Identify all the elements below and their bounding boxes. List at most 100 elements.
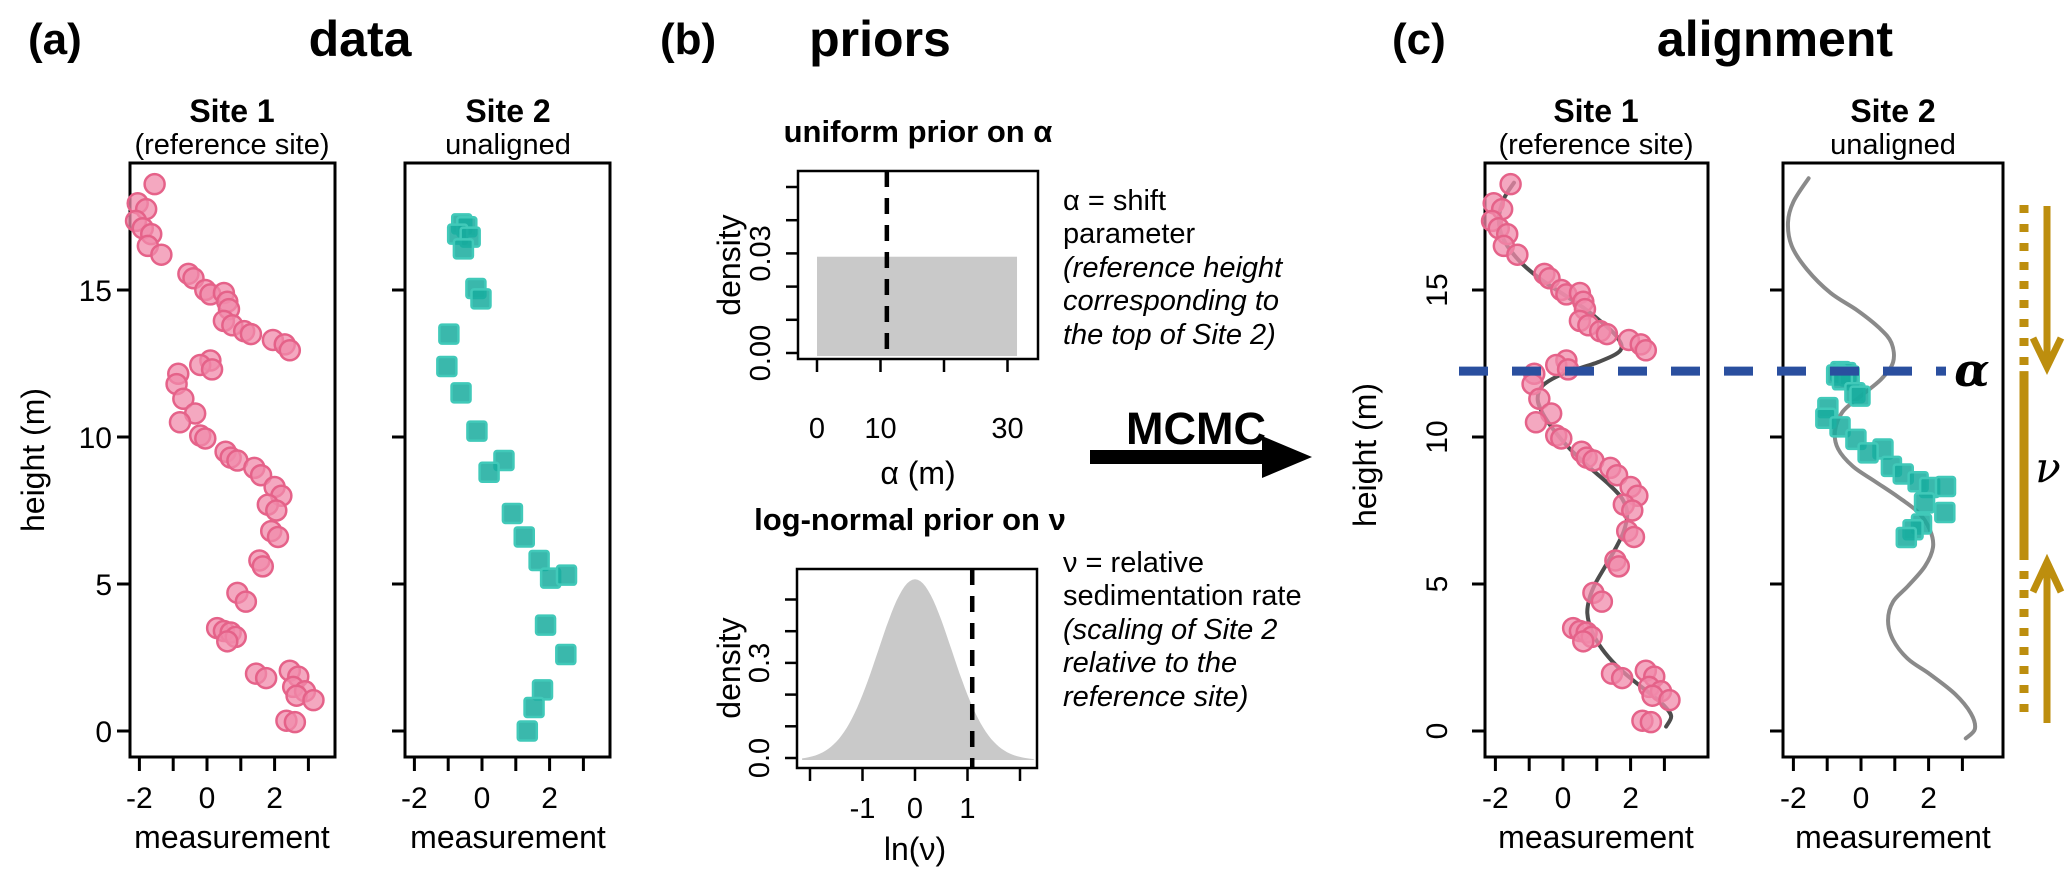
site1-data-point	[168, 411, 192, 434]
nu-note-line: (scaling of Site 2	[1063, 614, 1277, 646]
panel-a-site2-plot-frame	[403, 161, 612, 759]
panel-a-ylabel: height (m)	[15, 388, 51, 532]
prior-alpha-xtick-label: 0	[809, 413, 825, 445]
prior-alpha-title: uniform prior on α	[784, 114, 1053, 149]
site2-aligned-curve	[1785, 176, 1978, 741]
panel-c-site1-plot-xtick-label: -2	[1482, 782, 1509, 815]
nu-note-line: sedimentation rate	[1063, 580, 1302, 612]
site1-data-point	[234, 590, 258, 613]
site1-data-point	[251, 555, 275, 578]
panel-a-site1-xlabel: measurement	[134, 819, 330, 855]
prior-nu-xtick-label: 0	[907, 793, 923, 825]
site1-data-point	[278, 339, 302, 362]
prior-nu-xlabel: ln(ν)	[884, 831, 946, 867]
alpha-note-line: corresponding to	[1063, 285, 1279, 317]
panel-a-site1-plot-xtick-label: -2	[126, 782, 153, 815]
site1-data-point	[1607, 555, 1631, 578]
panel-c-site2-plot-frame	[1781, 161, 2005, 759]
panel-a-site2-xlabel: measurement	[410, 819, 606, 855]
alignment-overlay-layer	[1459, 205, 2065, 723]
site1-data-point	[172, 387, 195, 411]
site1-data-point	[150, 243, 173, 266]
panel-c-site1-subtitle: (reference site)	[1498, 129, 1693, 161]
lognormal-density-area	[802, 579, 1035, 760]
panel-c-site1-plot-ytick-label: 10	[1421, 420, 1454, 453]
site2-data-point	[1857, 442, 1879, 464]
prior-alpha-frame	[796, 169, 1040, 361]
panel-b-tag: (b)	[660, 15, 716, 64]
alpha-note-line: parameter	[1063, 218, 1196, 250]
site1-data-point	[1610, 666, 1634, 690]
panel-a-site1-plot-ytick-label: 10	[79, 422, 112, 455]
uniform-density-area	[817, 256, 1018, 356]
site2-data-point	[466, 420, 488, 442]
panel-c-site2-plot-xtick-label: 2	[1920, 782, 1937, 815]
site2-data-point	[555, 643, 577, 666]
site1-data-point	[1621, 499, 1644, 522]
site2-data-point	[516, 720, 539, 742]
panel-c-site2-plot: -2 0 2	[1770, 161, 2005, 815]
site1-data-point	[1622, 525, 1646, 549]
panel-a-site2-subtitle: unaligned	[445, 129, 571, 161]
site2-data-point	[555, 564, 578, 586]
panel-c-site1-plot-ytick-label: 15	[1421, 273, 1454, 306]
site1-data-point	[1572, 630, 1595, 653]
nu-rate-symbol: ν	[2035, 443, 2061, 492]
panel-a-site1-plot-xtick-label: 2	[266, 782, 283, 815]
site1-data-point	[283, 710, 307, 734]
panel-c-title: alignment	[1657, 11, 1893, 67]
site1-data-point	[216, 630, 239, 653]
site1-data-point	[194, 427, 217, 450]
panel-c-site1-plot-xtick-label: 0	[1555, 782, 1572, 815]
site1-data-point	[1499, 172, 1522, 196]
site2-data-point	[534, 614, 557, 636]
panel-a-site1-plot-ytick-label: 15	[79, 275, 112, 308]
prior-alpha-xlabel: α (m)	[880, 455, 955, 491]
site1-data-point	[265, 499, 288, 522]
site1-data-point	[200, 358, 224, 381]
panel-c-site1-title: Site 1	[1553, 93, 1638, 129]
panel-c-site1-xlabel: measurement	[1498, 819, 1694, 855]
prior-nu-xtick-label: -1	[850, 793, 876, 825]
site2-data-point	[528, 549, 550, 572]
prior-nu-plot: 0.3 0.0 -1 0 1	[744, 567, 1039, 825]
prior-nu-frame	[795, 567, 1039, 770]
site2-data-point	[531, 679, 554, 701]
site1-data-point	[1595, 322, 1619, 346]
site1-data-point	[1590, 590, 1614, 613]
site2-data-point	[501, 502, 524, 525]
nu-note-line: ν = relative	[1063, 547, 1204, 579]
site1-data-point	[239, 322, 263, 346]
nu-note-line: relative to the	[1063, 647, 1237, 679]
panel-a-site1-subtitle: (reference site)	[134, 129, 329, 161]
shift-up-arrow-head-icon	[2029, 553, 2065, 594]
panel-c-site2-title: Site 2	[1850, 93, 1935, 129]
site2-data-point	[513, 526, 535, 548]
panel-a-site2-plot-xtick-label: 2	[541, 782, 558, 815]
site2-data-point	[478, 461, 500, 484]
panel-a-site2-plot-xtick-label: -2	[401, 782, 428, 815]
site1-data-point	[1524, 411, 1548, 434]
panel-c-site1-plot-xtick-label: 2	[1622, 782, 1639, 815]
prior-nu-ytick-label: 0.3	[744, 643, 776, 683]
alpha-shift-symbol: α	[1954, 343, 1989, 397]
site2-data-point	[1934, 475, 1957, 498]
site2-data-point	[1913, 492, 1936, 514]
prior-alpha-ytick-label: 0.03	[745, 225, 777, 281]
panel-a-site2-plot-xtick-label: 0	[474, 782, 491, 815]
prior-alpha-xtick-label: 30	[991, 413, 1023, 445]
prior-alpha-xtick-label: 10	[864, 413, 896, 445]
prior-alpha-ytick-label: 0.00	[745, 325, 777, 381]
site2-shift-scale-annotation	[2019, 205, 2065, 723]
panel-a-site1-plot-xtick-label: 0	[199, 782, 216, 815]
prior-alpha-plot: 0.03 0.00 0 10 30	[745, 169, 1040, 445]
panel-a-site1-plot-ytick-label: 5	[95, 569, 112, 602]
panel-a-tag: (a)	[28, 15, 82, 64]
prior-nu-ylabel: density	[711, 617, 747, 718]
alpha-note-line: (reference height	[1063, 252, 1284, 284]
site2-data-point	[470, 288, 492, 310]
site2-data-point	[450, 382, 472, 404]
site2-data-point	[438, 323, 460, 345]
site2-data-point	[436, 355, 458, 378]
